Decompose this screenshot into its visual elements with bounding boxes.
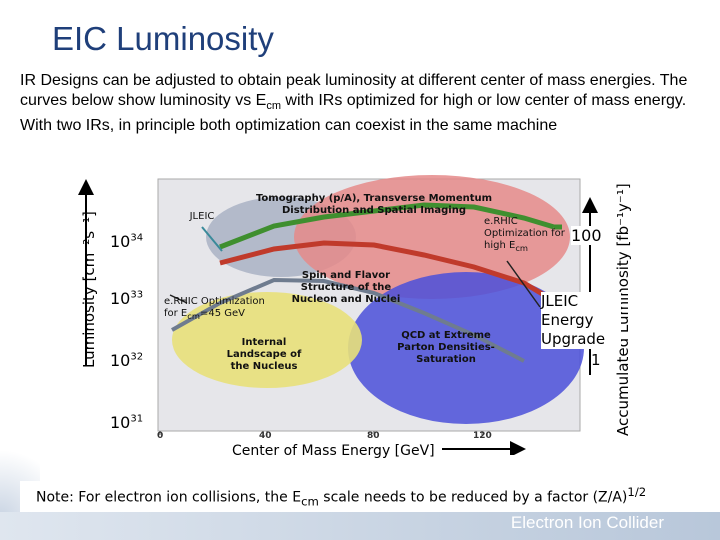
xtick-80: 80 [367, 431, 380, 441]
erhic-low-pointer [169, 294, 188, 304]
xtick-0: 0 [157, 431, 164, 441]
intro-paragraph: IR Designs can be adjusted to obtain pea… [20, 71, 710, 136]
intro-text-1: IR Designs can be adjusted to obtain pea… [20, 72, 688, 109]
erhic-high-pointer [506, 260, 541, 308]
spin-flavor-label: Spin and Flavor Structure of the Nucleon… [291, 270, 401, 305]
jleic-curve [219, 240, 556, 304]
page-title: EIC Luminosity [52, 20, 274, 57]
ytick-right-100: 100 [571, 226, 602, 245]
xtick-40: 40 [259, 431, 272, 441]
intro-text-2: with IRs optimized for high or low cente… [20, 92, 687, 135]
spin-flavor-region [294, 175, 570, 299]
jleic-pointer [201, 226, 223, 252]
erhic-high-label: e.RHIC Optimization for high Ecm [484, 216, 565, 253]
ytick-1e32: 1032 [110, 351, 144, 370]
footer-bar: Electron Ion Collider [0, 512, 720, 540]
x-axis-label: Center of Mass Energy [GeV] [232, 443, 435, 459]
left-axis-label: Luminosity [cm⁻²s⁻¹] [80, 211, 98, 368]
ytick-1e34: 1034 [110, 232, 144, 251]
qcd-region [348, 272, 584, 424]
tomography-label: Tomography (p/A), Transverse Momentum Di… [255, 193, 493, 216]
luminosity-plot [78, 175, 598, 455]
ytick-right-1: 1 [591, 351, 601, 369]
internal-landscape-region [172, 292, 362, 388]
intro-sub: cm [266, 100, 281, 113]
footer-brand: Electron Ion Collider [510, 513, 664, 532]
ytick-1e33: 1033 [110, 289, 144, 308]
jleic-upgrade-label: JLEIC Energy Upgrade [541, 292, 621, 349]
jleic-label: JLEIC [189, 211, 215, 222]
internal-landscape-label: Internal Landscape of the Nucleus [226, 337, 302, 372]
note-text: Note: For electron ion collisions, the E… [20, 481, 700, 515]
erhic-high-curve [219, 202, 555, 250]
erhic-low-label: e.RHIC Optimization for Ecm=45 GeV [164, 296, 265, 321]
ytick-1e31: 1031 [110, 413, 144, 432]
xtick-120: 120 [473, 431, 492, 441]
erhic-low-curve [171, 277, 525, 363]
qcd-label: QCD at Extreme Parton Densities- Saturat… [397, 330, 495, 365]
